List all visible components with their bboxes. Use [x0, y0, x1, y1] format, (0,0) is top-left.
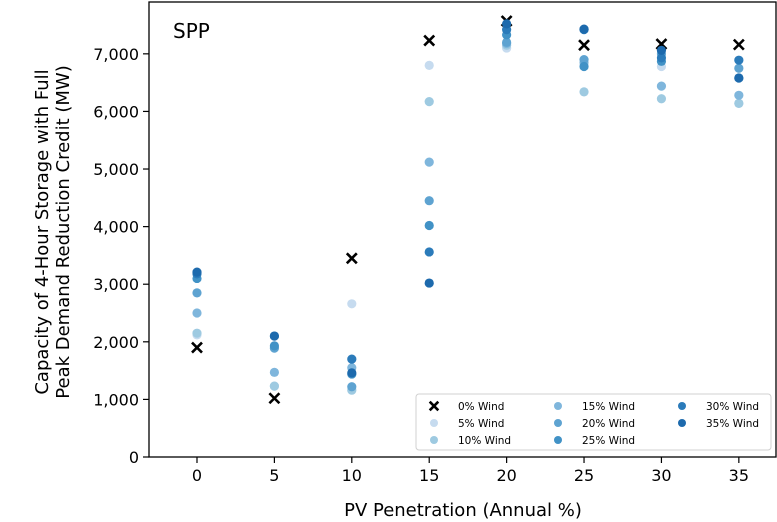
- y-tick-label: 7,000: [93, 45, 139, 64]
- data-point-stroke: [268, 392, 281, 405]
- data-point: [734, 63, 744, 73]
- y-axis-label-line1: Capacity of 4-Hour Storage with Full: [32, 69, 53, 394]
- data-point: [579, 87, 589, 97]
- data-point-stroke: [732, 38, 745, 51]
- x-tick-label: 10: [342, 466, 362, 485]
- y-axis: 0 1,000 2,000 3,000 4,000 5,000 6,000 7,000: [93, 45, 149, 467]
- x-tick-label: 5: [269, 466, 279, 485]
- data-point-stroke: [423, 34, 436, 47]
- legend-label: 25% Wind: [582, 435, 635, 447]
- data-point-stroke: [578, 39, 590, 52]
- data-point: [656, 53, 667, 63]
- legend-marker: [678, 419, 686, 427]
- data-point: [656, 45, 667, 55]
- data-point: [656, 94, 667, 104]
- legend-marker: [430, 436, 438, 444]
- data-point: [191, 341, 203, 354]
- legend-label: 15% Wind: [582, 401, 635, 413]
- data-point: [579, 61, 589, 72]
- data-point: [192, 267, 202, 277]
- x-tick-label: 0: [192, 466, 202, 485]
- legend-label: 20% Wind: [582, 418, 635, 430]
- x-axis: 0 5 10 15 20 25 30 35: [192, 457, 749, 485]
- y-tick-label: 0: [129, 448, 139, 467]
- legend-label: 35% Wind: [706, 418, 759, 430]
- legend-marker: [430, 419, 438, 427]
- plot-area: [148, 1, 777, 458]
- data-point: [192, 308, 202, 318]
- x-tick-label: 15: [419, 466, 439, 485]
- legend-marker: [554, 419, 562, 427]
- legend-marker-stroke: [428, 400, 440, 412]
- data-point: [347, 299, 357, 309]
- data-point: [424, 278, 434, 288]
- x-tick-label: 20: [496, 466, 516, 485]
- data-point: [269, 331, 279, 341]
- data-point: [579, 24, 589, 34]
- data-point: [734, 98, 744, 108]
- y-tick-label: 1,000: [93, 390, 139, 409]
- data-point: [502, 37, 512, 47]
- data-point: [424, 97, 434, 107]
- y-tick-label: 2,000: [93, 333, 139, 352]
- data-point: [656, 81, 667, 91]
- data-point: [192, 288, 202, 298]
- data-point: [269, 381, 279, 391]
- y-axis-label-line2: Peak Demand Reduction Credit (MW): [53, 65, 74, 398]
- data-point-stroke: [191, 341, 203, 354]
- plot-frame: [148, 1, 777, 458]
- y-tick-label: 5,000: [93, 160, 139, 179]
- legend-label: 30% Wind: [706, 401, 759, 413]
- data-point: [345, 252, 358, 265]
- data-point: [269, 367, 279, 377]
- data-point: [424, 220, 434, 231]
- y-tick-label: 3,000: [93, 275, 139, 294]
- data-point: [502, 19, 512, 29]
- legend-marker: [554, 402, 562, 410]
- data-point: [268, 392, 281, 405]
- data-point: [734, 73, 744, 83]
- x-tick-label: 30: [651, 466, 671, 485]
- data-point: [578, 39, 590, 52]
- data-point: [347, 354, 357, 364]
- legend-marker: [554, 436, 562, 444]
- data-point: [423, 34, 436, 47]
- x-tick-label: 35: [729, 466, 749, 485]
- data-point: [269, 341, 279, 351]
- legend-label: 5% Wind: [458, 418, 504, 430]
- data-point-stroke: [345, 252, 358, 265]
- data-point: [347, 368, 357, 378]
- data-point: [734, 90, 744, 100]
- data-point: [732, 38, 745, 51]
- legend-marker: [428, 400, 440, 412]
- y-tick-label: 4,000: [93, 218, 139, 237]
- legend: 0% Wind 5% Wind 10% Wind 15% Wind 20% Wind 25…: [415, 393, 772, 451]
- legend-marker: [678, 402, 686, 410]
- chart-title: SPP: [173, 19, 210, 43]
- data-point: [424, 247, 434, 257]
- y-axis-label: Capacity of 4-Hour Storage with Full Pea…: [32, 65, 74, 398]
- data-point: [192, 328, 202, 338]
- x-axis-label: PV Penetration (Annual %): [344, 500, 582, 521]
- data-point: [424, 196, 434, 206]
- legend-label: 0% Wind: [458, 401, 504, 413]
- data-point: [424, 60, 434, 70]
- data-point: [579, 54, 589, 65]
- legend-label: 10% Wind: [458, 435, 511, 447]
- x-tick-label: 25: [574, 466, 594, 485]
- data-point: [424, 157, 434, 167]
- data-point: [347, 382, 357, 392]
- y-tick-label: 6,000: [93, 102, 139, 121]
- data-point: [734, 55, 744, 65]
- data-points: [191, 15, 745, 405]
